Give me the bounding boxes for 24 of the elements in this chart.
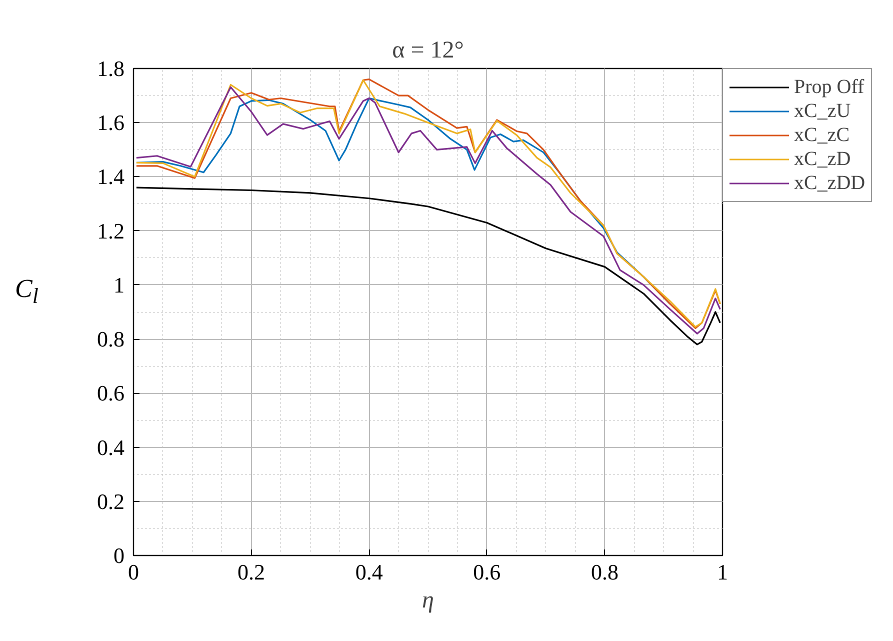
legend-label: xC_zC (794, 123, 850, 147)
y-axis-title: C$_{l}$ (15, 273, 38, 310)
line-series (136, 186, 721, 346)
y-tick-label: 1 (114, 272, 124, 298)
y-tick-label: 0.4 (97, 434, 124, 460)
legend-label: Prop Off (794, 75, 864, 99)
legend-label: xC_zDD (794, 171, 866, 195)
y-tick-label: 0.8 (97, 326, 124, 352)
x-tick-label: 0.2 (238, 560, 266, 584)
y-tick-label: 1.6 (97, 110, 124, 136)
y-tick-label: 0 (114, 543, 124, 568)
legend-label: xC_zU (794, 99, 851, 123)
y-tick-label: 0.6 (97, 380, 124, 406)
y-tick-label: 0.2 (97, 488, 124, 514)
legend-label: xC_zD (794, 147, 851, 171)
y-tick-label: 1.8 (97, 56, 124, 81)
x-tick-label: 0.4 (355, 560, 383, 584)
x-tick-label: 1 (717, 560, 728, 584)
x-axis-title: η (422, 588, 434, 614)
x-tick-label: 0.8 (590, 560, 618, 584)
x-tick-label: 0.6 (473, 560, 501, 584)
y-tick-label: 1.4 (97, 164, 124, 190)
y-tick-label: 1.2 (97, 218, 124, 244)
chart-title: α = 12° (392, 38, 464, 64)
